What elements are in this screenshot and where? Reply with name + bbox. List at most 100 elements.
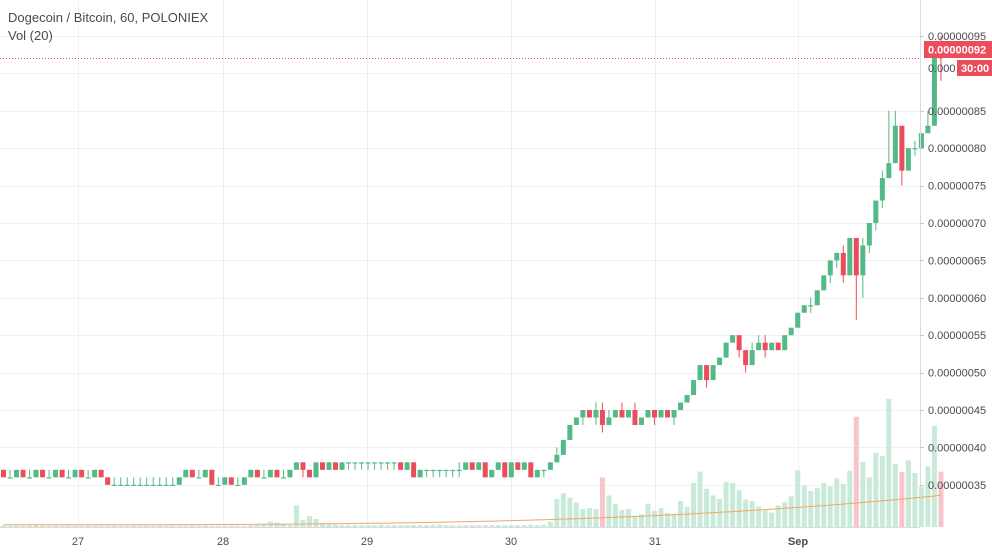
price-tick-label: 0.00000085	[928, 106, 986, 118]
volume-bar	[710, 495, 716, 527]
candles	[1, 35, 944, 486]
candle-body	[235, 484, 241, 486]
volume-bar	[189, 525, 195, 527]
volume-bar	[743, 499, 749, 527]
candle-body	[886, 163, 892, 179]
candle-body	[411, 462, 417, 478]
price-axis[interactable]: 0.00000095 0.00000085 0.00000080 0.00000075…	[920, 31, 986, 492]
candle-body	[691, 380, 697, 396]
volume-bar	[450, 525, 456, 527]
price-tick-label: 0.00000040	[928, 442, 986, 454]
volume-bar	[346, 525, 352, 527]
volume-bar	[241, 525, 247, 527]
candle-down	[736, 335, 742, 358]
symbol-title[interactable]: Dogecoin / Bitcoin, 60, POLONIEX	[8, 10, 209, 25]
candle-up	[821, 275, 827, 291]
candle-up	[860, 237, 866, 298]
candle-body	[586, 409, 592, 418]
candle-body	[7, 477, 13, 479]
candle-up	[196, 469, 202, 479]
candle-body	[749, 350, 755, 366]
candle-down	[762, 335, 768, 358]
candle-body	[756, 342, 762, 351]
volume-bar	[697, 471, 703, 527]
candle-up	[769, 342, 775, 351]
candle-up	[391, 462, 397, 470]
candle-up	[782, 335, 788, 351]
volume-bar	[717, 499, 723, 527]
candle-up	[163, 477, 169, 486]
candle-body	[736, 335, 742, 351]
candle-down	[306, 469, 312, 478]
volume-bar	[684, 506, 690, 527]
candle-down	[300, 462, 306, 478]
candle-down	[59, 469, 65, 478]
candle-body	[105, 477, 111, 485]
candle-up	[879, 170, 885, 209]
volume-bar	[612, 504, 618, 527]
volume-bar	[163, 525, 169, 527]
candle-up	[53, 469, 59, 478]
candle-up	[72, 469, 78, 478]
volume-bar	[306, 516, 312, 527]
candle-up	[352, 462, 358, 470]
candle-body	[866, 222, 872, 246]
volume-bar	[528, 524, 534, 527]
candle-up	[378, 462, 384, 470]
volume-bar	[300, 519, 306, 527]
candle-body	[443, 469, 449, 472]
candle-up	[554, 447, 560, 463]
candle-body	[560, 439, 566, 455]
candle-up	[456, 462, 462, 478]
volume-bar	[228, 525, 234, 527]
candle-body	[137, 484, 143, 486]
volume-bar	[736, 490, 742, 527]
candle-up	[46, 469, 52, 479]
candle-body	[795, 312, 801, 328]
volume-bar	[40, 525, 46, 527]
candle-body	[228, 477, 234, 485]
candle-up	[137, 477, 143, 486]
candle-body	[306, 469, 312, 478]
candle-up	[463, 462, 469, 470]
volume-bar	[27, 525, 33, 527]
candle-up	[541, 469, 547, 478]
candle-body	[378, 462, 384, 464]
candle-up	[645, 409, 651, 418]
candle-body	[593, 409, 599, 418]
volume-indicator-label[interactable]: Vol (20)	[8, 28, 53, 43]
volume-bar	[918, 486, 924, 527]
candle-up	[573, 417, 579, 425]
volume-bar	[157, 525, 163, 527]
volume-bar	[85, 525, 91, 527]
candle-body	[482, 462, 488, 478]
candle-up	[593, 402, 599, 425]
candle-up	[749, 342, 755, 366]
volume-bar	[547, 521, 553, 527]
candle-body	[359, 462, 365, 464]
price-tick-label: 0.00000045	[928, 405, 986, 417]
volume-bar	[599, 477, 605, 527]
candle-up	[580, 409, 586, 425]
candle-body	[241, 477, 247, 485]
candle-body	[144, 484, 150, 486]
price-tick-label: 0.00000050	[928, 368, 986, 380]
candle-body	[573, 417, 579, 425]
volume-bar	[834, 478, 840, 527]
candle-body	[612, 409, 618, 418]
candle-down	[502, 462, 508, 478]
candle-up	[372, 462, 378, 470]
candle-up	[489, 469, 495, 478]
candle-up	[912, 140, 918, 156]
volume-bar	[808, 491, 814, 527]
candle-down	[1, 469, 6, 478]
time-axis[interactable]: 27 28 29 30 31 Sep	[72, 536, 808, 548]
candle-body	[860, 245, 866, 276]
volume-bar	[352, 525, 358, 527]
volume-bar	[437, 524, 443, 527]
candle-up	[756, 335, 762, 351]
volume-bar	[723, 482, 729, 527]
volume-bar	[313, 518, 319, 527]
